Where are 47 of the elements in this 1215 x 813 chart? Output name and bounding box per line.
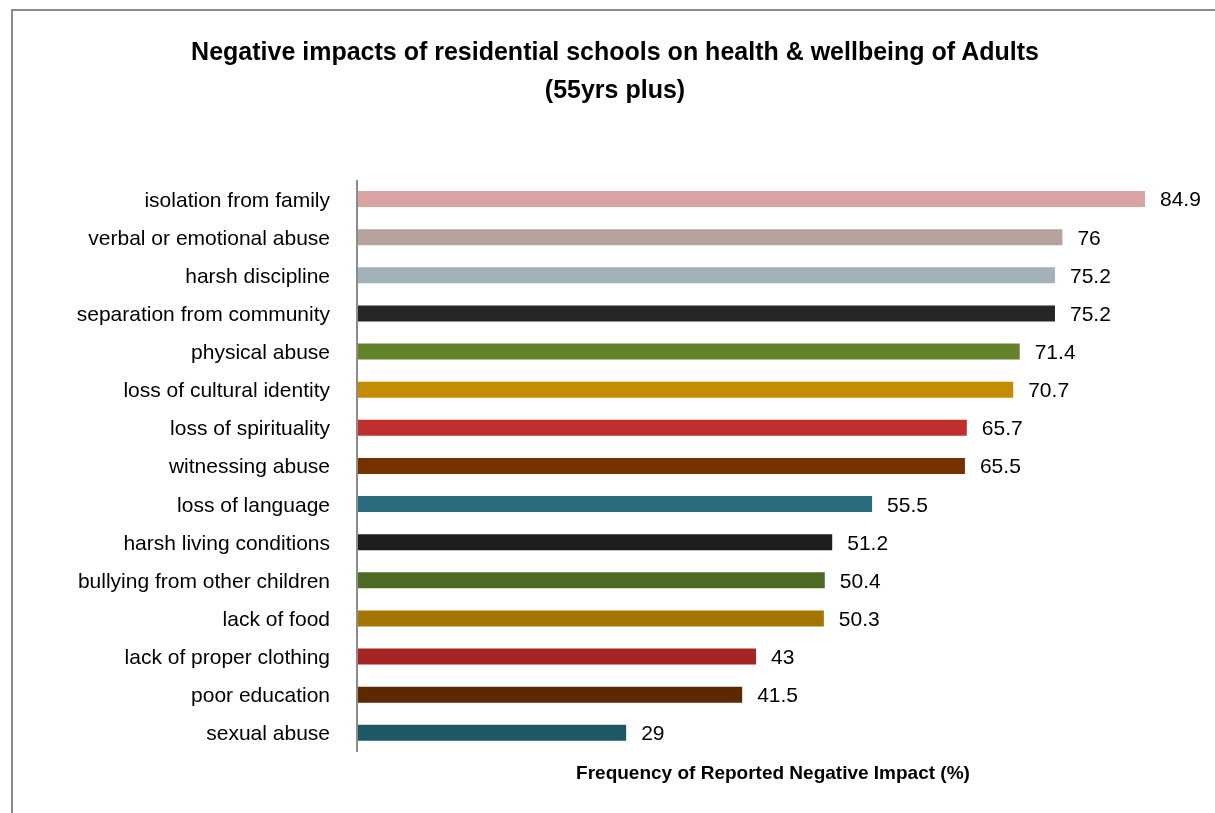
data-label: 65.5 (979, 454, 1021, 478)
y-tick-label: lack of food (222, 606, 330, 630)
y-tick-label: poor education (191, 683, 330, 707)
y-tick-label: separation from community (76, 301, 331, 325)
bar (357, 648, 757, 665)
data-label: 29 (641, 721, 665, 745)
bar (357, 381, 1014, 398)
bar (357, 724, 627, 741)
bar (357, 305, 1055, 322)
y-tick-label: loss of language (177, 492, 330, 516)
y-tick-label: lack of proper clothing (124, 645, 330, 669)
bar (357, 267, 1055, 284)
data-label: 50.3 (838, 606, 880, 630)
bar (357, 686, 743, 703)
data-label: 41.5 (757, 683, 799, 707)
data-label: 75.2 (1069, 263, 1111, 287)
data-label: 65.7 (981, 416, 1023, 440)
bar (357, 229, 1063, 246)
data-label: 43 (771, 645, 795, 669)
bar (357, 572, 825, 589)
y-tick-label: physical abuse (191, 340, 330, 364)
bar (357, 419, 967, 436)
y-tick-label: loss of spirituality (170, 416, 331, 440)
x-axis-title: Frequency of Reported Negative Impact (%) (575, 762, 971, 784)
chart-title: Negative impacts of residential schools on health & wellbeing of Adults (55yrs plus) (190, 36, 1040, 105)
y-tick-label: witnessing abuse (167, 454, 330, 478)
y-tick-label: sexual abuse (206, 721, 330, 745)
data-label: 75.2 (1069, 301, 1111, 325)
data-label: 70.7 (1028, 378, 1070, 402)
bar (357, 534, 833, 551)
bar (357, 610, 824, 627)
bar (357, 191, 1145, 207)
y-tick-label: loss of cultural identity (123, 378, 331, 402)
y-tick-label: isolation from family (144, 187, 331, 211)
data-label: 84.9 (1160, 187, 1201, 211)
y-tick-label: bullying from other children (77, 568, 330, 592)
data-label: 71.4 (1034, 339, 1076, 363)
y-tick-label: harsh living conditions (123, 530, 330, 554)
y-tick-label: harsh discipline (185, 263, 330, 287)
data-label: 55.5 (887, 492, 928, 516)
y-tick-label: verbal or emotional abuse (88, 225, 330, 249)
data-label: 51.2 (847, 530, 889, 554)
data-label: 76 (1077, 225, 1101, 249)
bar (357, 496, 873, 513)
bar (357, 457, 965, 474)
data-label: 50.4 (839, 568, 881, 592)
bar (357, 343, 1020, 360)
